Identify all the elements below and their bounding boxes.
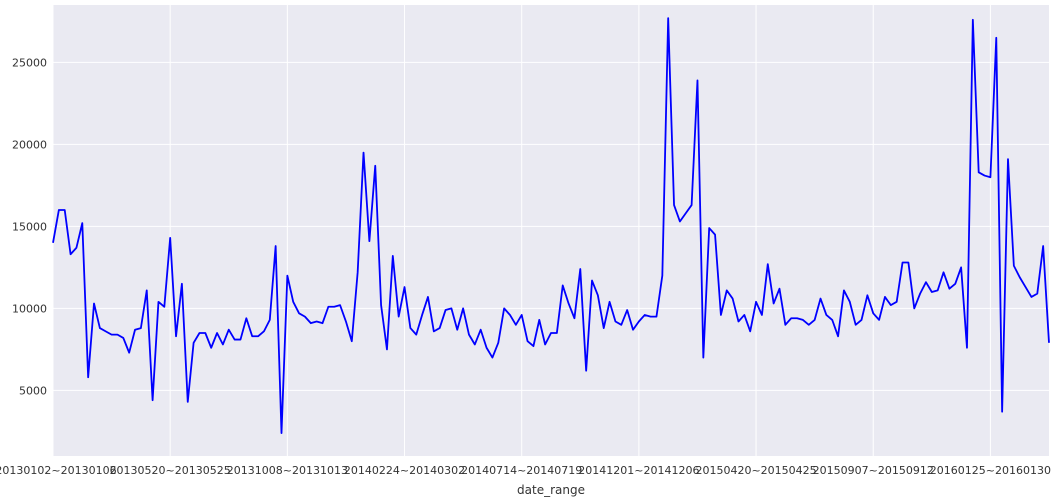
x-tick-label: 20140714~20140719	[461, 464, 582, 477]
x-tick-label: 20141201~20141206	[578, 464, 699, 477]
x-tick-label: 20130520~20130525	[110, 464, 231, 477]
x-tick-label: 20150907~20150912	[813, 464, 934, 477]
y-tick-labels: 5000 10000 15000 20000 25000	[12, 56, 47, 397]
y-tick-label: 5000	[19, 384, 47, 397]
x-tick-label: 20150420~20150425	[695, 464, 816, 477]
y-tick-label: 15000	[12, 220, 47, 233]
y-tick-label: 25000	[12, 56, 47, 69]
x-tick-labels: 20130102~2013010620130520~20130525201310…	[0, 464, 1051, 477]
x-tick-label: 20130102~20130106	[0, 464, 117, 477]
x-axis-label: date_range	[517, 483, 585, 497]
x-tick-label: 20140224~20140302	[344, 464, 465, 477]
grid-lines	[52, 5, 1049, 456]
series-line	[52, 17, 1050, 434]
x-tick-label: 20160125~20160130	[930, 464, 1051, 477]
plot-background	[53, 5, 1049, 456]
y-tick-label: 10000	[12, 302, 47, 315]
y-tick-label: 20000	[12, 138, 47, 151]
series-group	[52, 17, 1050, 434]
x-tick-label: 20131008~20131013	[227, 464, 348, 477]
